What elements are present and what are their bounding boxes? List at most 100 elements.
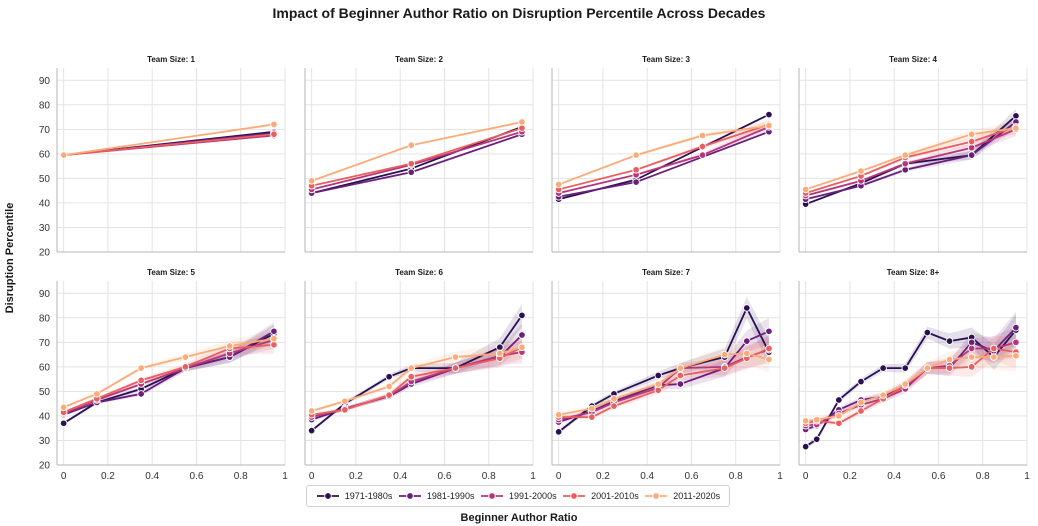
panel-title: Team Size: 5 [147,268,195,277]
data-point [654,386,663,394]
x-tick-label: 0.8 [976,471,990,482]
series-line [558,347,770,419]
data-point [990,353,998,361]
legend-swatch-marker [324,492,332,500]
x-tick-label: 0.6 [190,471,204,482]
legend-item: 2011-2020s [644,491,720,501]
data-point [518,343,526,351]
y-tick-label: 90 [39,289,51,300]
data-point [654,371,663,380]
data-point [901,380,910,388]
data-point [945,364,954,372]
legend-label: 1971-1980s [344,491,393,501]
x-tick-label: 1 [777,471,783,482]
data-point [518,331,526,339]
data-point [801,442,810,451]
x-tick-label: 0 [309,471,315,482]
legend-label: 2001-2010s [591,491,639,501]
data-point [901,159,910,168]
panel-title: Team Size: 4 [889,55,937,64]
y-tick-label: 20 [39,248,51,259]
legend-swatch [316,492,339,500]
series-line [63,123,275,156]
data-point [801,417,810,425]
data-point [554,180,563,189]
y-tick-label: 70 [39,338,51,349]
data-point [698,142,707,151]
data-point [1012,338,1020,347]
data-point [270,327,278,336]
legend-swatch [645,492,668,500]
data-point [1012,112,1020,120]
data-point [270,341,278,349]
data-point [588,413,596,421]
x-tick-label: 0.6 [932,471,946,482]
data-point [835,419,843,428]
data-point [59,419,68,428]
data-point [923,328,932,337]
data-point [407,168,416,177]
data-point [879,364,887,372]
panel-1: Team Size: 1 20 30 40 50 60 70 80 90 [39,55,286,259]
panel-7: Team Size: 7 0 0.2 0.4 0.6 0.8 1 [551,268,783,482]
y-tick-label: 40 [39,411,51,422]
panel-title: Team Size: 1 [147,55,195,64]
data-point [632,166,640,174]
panel-title: Team Size: 7 [642,268,690,277]
y-tick-label: 60 [39,149,51,160]
legend-swatch [398,492,421,500]
data-point [137,390,145,398]
legend-item: 2001-2010s [562,491,639,501]
data-point [181,363,190,371]
data-point [765,355,773,364]
data-point [990,344,998,353]
y-tick-label: 50 [39,387,51,398]
data-point [812,415,821,424]
data-point [901,364,910,372]
data-point [181,353,190,361]
y-axis-label: Disruption Percentile [4,203,16,314]
x-tick-label: 0.2 [596,471,610,482]
data-point [857,407,865,415]
x-tick-label: 0.6 [438,471,452,482]
series-line [558,123,770,191]
data-point [676,380,685,388]
legend-swatch-marker [406,492,414,500]
data-point [923,364,932,372]
panel-3: Team Size: 3 [551,55,781,253]
data-point [1012,323,1020,332]
data-point [610,395,618,403]
series-line [311,126,523,194]
data-point [720,364,729,372]
data-point [743,304,751,312]
data-point [554,410,563,419]
data-point [407,372,416,381]
data-point [137,376,145,385]
legend-label: 1981-1990s [426,491,475,501]
x-tick-label: 0.2 [349,471,363,482]
y-tick-label: 30 [39,436,51,447]
legend-label: 1991-2000s [509,491,557,501]
panel-title: Team Size: 3 [642,55,690,64]
data-point [945,355,954,364]
x-tick-label: 0.2 [843,471,857,482]
panel-8: Team Size: 8+ 0 0.2 0.4 0.6 0.8 1 [798,268,1030,482]
x-tick-label: 0.6 [685,471,699,482]
data-point [967,344,976,353]
legend-swatch-marker [488,492,496,500]
panel-5: Team Size: 5 20 30 40 50 60 70 80 90 0 0.2 0.4 0.6 0.… [39,268,288,482]
data-point [496,343,504,351]
data-point [676,364,685,372]
x-tick-label: 1 [1024,471,1030,482]
data-point [698,151,707,159]
x-tick-label: 0.4 [393,471,407,482]
data-point [451,353,460,361]
data-point [270,334,278,343]
y-tick-label: 80 [39,100,51,111]
x-tick-label: 1 [282,471,288,482]
data-point [857,167,865,175]
legend-swatch [563,492,586,500]
data-point [743,337,751,345]
data-point [518,118,526,126]
